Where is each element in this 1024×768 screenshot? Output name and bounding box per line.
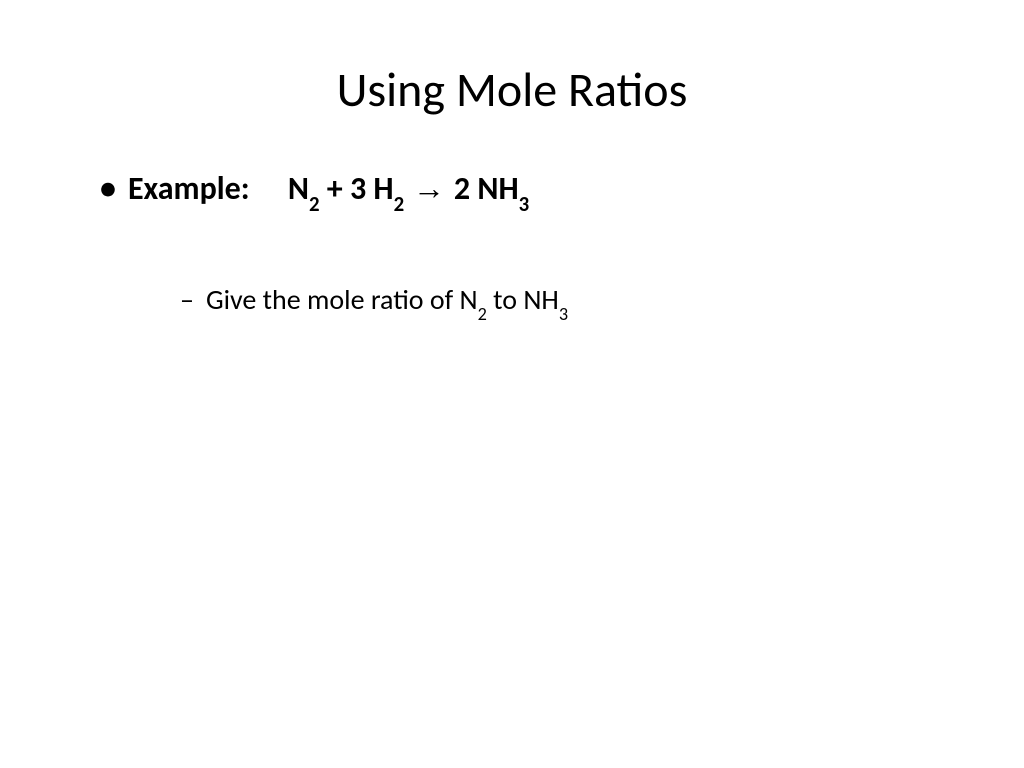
example-line: Example:N2 + 3 H2 → 2 NH3 (128, 169, 529, 212)
eq-species1: N (288, 169, 309, 208)
bullet-marker-l1: • (100, 169, 116, 208)
slide-title: Using Mole Ratios (80, 60, 944, 119)
eq-product-sub: 3 (519, 191, 530, 217)
bullet-level-1: • Example:N2 + 3 H2 → 2 NH3 (100, 169, 944, 212)
slide-container: Using Mole Ratios • Example:N2 + 3 H2 → … (0, 0, 1024, 381)
example-label: Example: (128, 169, 250, 208)
eq-product: 2 NH (454, 169, 519, 208)
eq-species2-sub: 2 (394, 191, 405, 217)
question-sub2: 3 (559, 303, 568, 325)
bullet-level-2: – Give the mole ratio of N2 to NH3 (180, 282, 944, 321)
question-part1: Give the mole ratio of N (206, 282, 478, 317)
eq-species1-sub: 2 (309, 191, 320, 217)
eq-plus: + 3 H (320, 169, 394, 208)
bullet-marker-l2: – (180, 282, 194, 317)
question-sub1: 2 (478, 303, 487, 325)
arrow-icon: → (404, 170, 454, 206)
question-text: Give the mole ratio of N2 to NH3 (206, 282, 568, 321)
question-part2: to NH (487, 282, 559, 317)
